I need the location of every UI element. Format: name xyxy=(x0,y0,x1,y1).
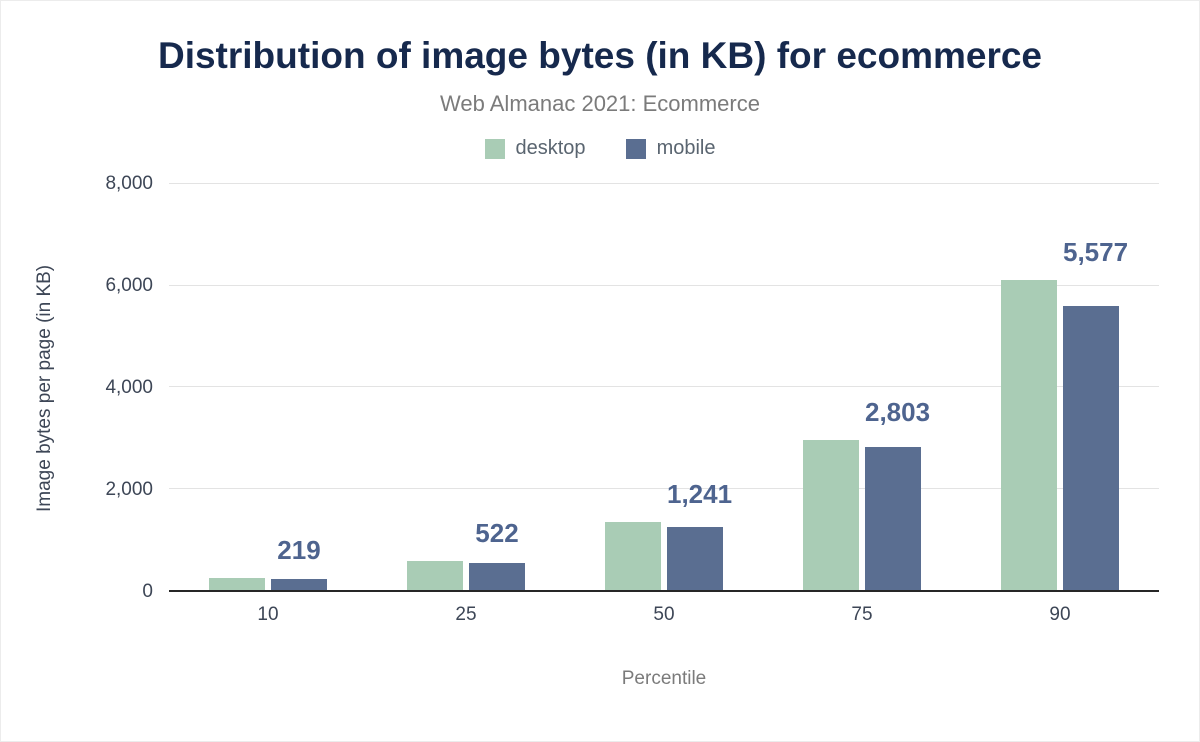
mobile-bar-p90 xyxy=(1063,305,1119,590)
plot-area: 219 522 1,241 2,803 5,577 xyxy=(169,183,1159,592)
legend: desktop mobile xyxy=(1,137,1199,160)
mobile-swatch xyxy=(625,138,646,159)
bar-group-p50: 1,241 xyxy=(565,184,763,590)
gridline-6000 xyxy=(169,284,1159,286)
legend-label-mobile: mobile xyxy=(656,137,716,159)
bar-group-p25: 522 xyxy=(367,184,565,590)
y-tick-label: 2,000 xyxy=(105,479,153,500)
value-label-p25: 522 xyxy=(475,517,519,548)
desktop-bar-p75 xyxy=(803,439,859,590)
mobile-bar-p50 xyxy=(667,526,723,590)
gridline-4000 xyxy=(169,386,1159,387)
desktop-swatch xyxy=(484,138,505,159)
legend-item-desktop: desktop xyxy=(484,137,586,160)
mobile-bar-p75 xyxy=(865,447,921,590)
y-axis-title: Image bytes per page (in KB) xyxy=(34,264,55,512)
x-axis-title: Percentile xyxy=(621,668,707,689)
bar-pair-p10: 219 xyxy=(209,535,327,590)
gridline-2000 xyxy=(169,487,1159,489)
bar-pair-p25: 522 xyxy=(407,518,525,590)
bar-pair-p90: 5,577 xyxy=(1001,237,1128,590)
x-axis-tick-labels: 10 25 50 75 90 xyxy=(169,592,1159,636)
y-axis-tick-labels: 0 2,000 4,000 6,000 8,000 xyxy=(65,173,169,602)
gridline-8000 xyxy=(169,183,1159,184)
x-tick-label-p90: 90 xyxy=(1049,604,1071,625)
value-label-p90: 5,577 xyxy=(1063,236,1129,267)
value-label-p10: 219 xyxy=(277,534,321,565)
chart-area: Image bytes per page (in KB) 0 2,000 4,000… xyxy=(25,173,1159,692)
bar-group-p10: 219 xyxy=(169,184,367,590)
desktop-bar-p90 xyxy=(1001,279,1057,590)
legend-label-desktop: desktop xyxy=(515,137,586,159)
bar-group-p90: 5,577 xyxy=(961,184,1159,590)
chart-title: Distribution of image bytes (in KB) for … xyxy=(157,35,1043,76)
x-tick-label-p10: 10 xyxy=(257,604,279,625)
x-tick-label-p50: 50 xyxy=(653,604,675,625)
bar-pair-p75: 2,803 xyxy=(803,397,930,590)
bar-pair-p50: 1,241 xyxy=(605,479,732,590)
bar-group-p75: 2,803 xyxy=(763,184,961,590)
desktop-bar-p10 xyxy=(209,577,265,590)
y-tick-label: 0 xyxy=(142,581,153,602)
desktop-bar-p50 xyxy=(605,522,661,590)
value-label-p75: 2,803 xyxy=(865,396,931,427)
x-tick-label-p75: 75 xyxy=(851,604,873,625)
desktop-bar-p25 xyxy=(407,560,463,590)
legend-item-mobile: mobile xyxy=(625,137,716,160)
value-label-p50: 1,241 xyxy=(667,479,733,510)
y-tick-label: 6,000 xyxy=(105,275,153,296)
bar-groups: 219 522 1,241 2,803 5,577 xyxy=(169,184,1159,590)
chart-subtitle: Web Almanac 2021: Ecommerce xyxy=(440,91,760,116)
x-tick-label-p25: 25 xyxy=(455,604,477,625)
mobile-bar-p10 xyxy=(271,578,327,590)
mobile-bar-p25 xyxy=(469,563,525,590)
y-tick-label: 8,000 xyxy=(105,173,153,194)
y-tick-label: 4,000 xyxy=(105,377,153,398)
